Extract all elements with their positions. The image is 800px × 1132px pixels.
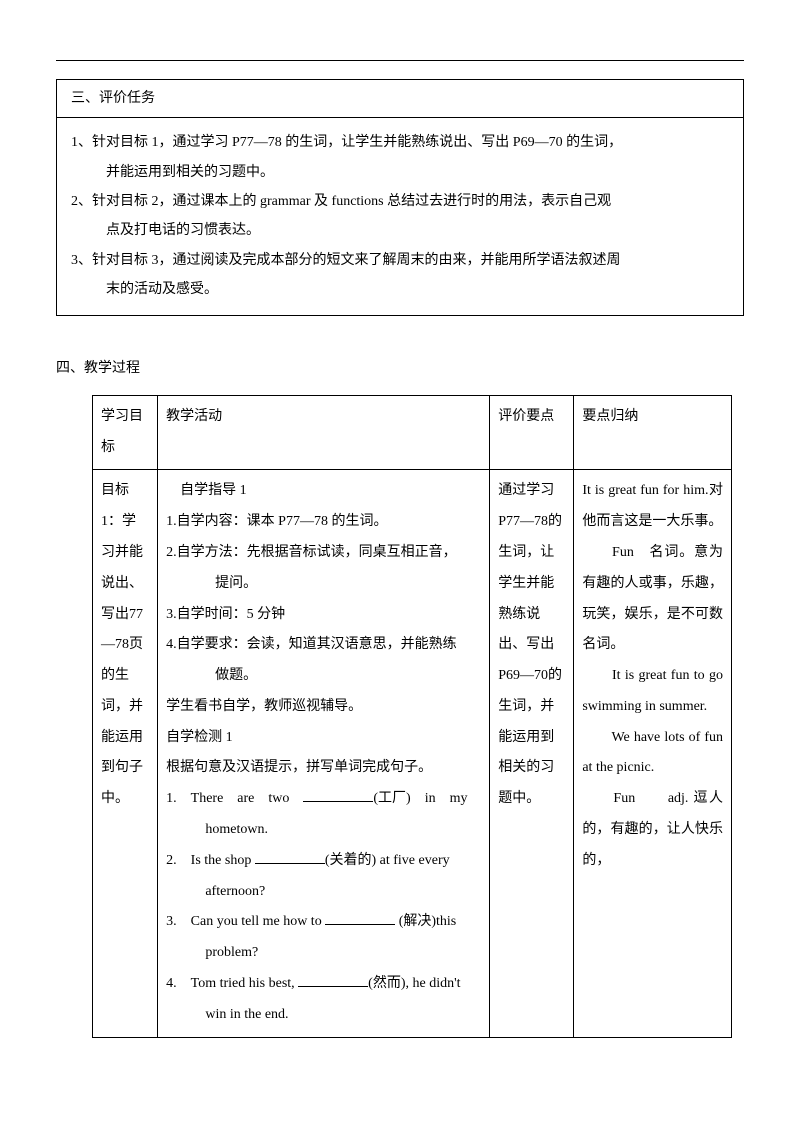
ex3-cont: problem? — [186, 938, 482, 969]
th-activity: 教学活动 — [158, 395, 490, 470]
ex4-cont: win in the end. — [186, 1000, 482, 1031]
cell-notes: It is great fun for him.对他而言这是一大乐事。 Fun … — [574, 470, 732, 1037]
document-page: { "section3": { "title": "三、评价任务", "item… — [0, 0, 800, 1078]
blank-4 — [298, 974, 368, 987]
cell-eval: 通过学习P77—78的生词，让学生并能熟练说出、写出P69—70的生词，并能运用… — [490, 470, 574, 1037]
th-eval: 评价要点 — [490, 395, 574, 470]
ex2-cont: afternoon? — [186, 877, 482, 908]
notes-p2: Fun 名词。意为有趣的人或事，乐趣，玩笑，娱乐，是不可数名词。 — [582, 538, 723, 661]
blank-2 — [255, 851, 325, 864]
activity-a2: 2.自学方法：先根据音标试读，同桌互相正音， — [166, 538, 481, 569]
blank-1 — [303, 790, 373, 803]
activity-h2: 自学检测 1 — [166, 723, 481, 754]
activity-a6: 根据句意及汉语提示，拼写单词完成句子。 — [166, 753, 481, 784]
activity-a4: 4.自学要求：会读，知道其汉语意思，并能熟练 — [166, 630, 481, 661]
ex1-post: (工厂) in my — [373, 791, 467, 806]
section-3-body: 1、针对目标 1，通过学习 P77—78 的生词，让学生并能熟练说出、写出 P6… — [56, 117, 744, 315]
activity-a3: 3.自学时间：5 分钟 — [166, 600, 481, 631]
eval-task-1-line2: 并能运用到相关的习题中。 — [71, 158, 729, 187]
notes-p4: We have lots of fun at the picnic. — [582, 723, 723, 785]
notes-p5: Fun adj. 逗人的，有趣的，让人快乐的， — [582, 784, 723, 876]
eval-task-3: 3、针对目标 3，通过阅读及完成本部分的短文来了解周末的由来，并能用所学语法叙述… — [71, 246, 729, 305]
ex2-pre: 2. Is the shop — [166, 853, 255, 868]
eval-task-2-line1: 2、针对目标 2，通过课本上的 grammar 及 functions 总结过去… — [71, 194, 611, 209]
exercise-3: 3. Can you tell me how to (解决)this probl… — [166, 907, 481, 969]
section-3-title: 三、评价任务 — [71, 91, 155, 106]
eval-task-1-line1: 1、针对目标 1，通过学习 P77—78 的生词，让学生并能熟练说出、写出 P6… — [71, 135, 622, 150]
table-row: 目标1：学习并能说出、写出77—78页的生词，并能运用到句子中。 自学指导 1 … — [93, 470, 732, 1037]
activity-a4b: 做题。 — [166, 661, 481, 692]
teaching-process-table: 学习目标 教学活动 评价要点 要点归纳 目标1：学习并能说出、写出77—78页的… — [92, 395, 732, 1038]
eval-task-3-line1: 3、针对目标 3，通过阅读及完成本部分的短文来了解周末的由来，并能用所学语法叙述… — [71, 253, 621, 268]
cell-goal: 目标1：学习并能说出、写出77—78页的生词，并能运用到句子中。 — [93, 470, 158, 1037]
activity-h1: 自学指导 1 — [166, 476, 481, 507]
notes-p1: It is great fun for him.对他而言这是一大乐事。 — [582, 476, 723, 538]
activity-a2b: 提问。 — [166, 569, 481, 600]
ex2-post: (关着的) at five every — [325, 853, 450, 868]
eval-task-2-line2: 点及打电话的习惯表达。 — [71, 216, 729, 245]
notes-p3: It is great fun to go swimming in summer… — [582, 661, 723, 723]
blank-3 — [325, 913, 395, 926]
table-header-row: 学习目标 教学活动 评价要点 要点归纳 — [93, 395, 732, 470]
ex1-pre: 1. There are two — [166, 791, 303, 806]
th-notes: 要点归纳 — [574, 395, 732, 470]
exercise-4: 4. Tom tried his best, (然而), he didn't w… — [166, 969, 481, 1031]
ex4-pre: 4. Tom tried his best, — [166, 976, 298, 991]
top-rule — [56, 60, 744, 61]
th-goal: 学习目标 — [93, 395, 158, 470]
exercise-1: 1. There are two (工厂) in my hometown. — [166, 784, 481, 846]
exercise-2: 2. Is the shop (关着的) at five every after… — [166, 846, 481, 908]
section-4-title: 四、教学过程 — [56, 356, 744, 381]
cell-activity: 自学指导 1 1.自学内容：课本 P77—78 的生词。 2.自学方法：先根据音… — [158, 470, 490, 1037]
eval-task-2: 2、针对目标 2，通过课本上的 grammar 及 functions 总结过去… — [71, 187, 729, 246]
ex4-post: (然而), he didn't — [368, 976, 460, 991]
activity-a5: 学生看书自学，教师巡视辅导。 — [166, 692, 481, 723]
eval-task-3-line2: 末的活动及感受。 — [71, 275, 729, 304]
ex3-pre: 3. Can you tell me how to — [166, 914, 325, 929]
ex1-cont: hometown. — [186, 815, 482, 846]
eval-task-1: 1、针对目标 1，通过学习 P77—78 的生词，让学生并能熟练说出、写出 P6… — [71, 128, 729, 187]
exercise-list: 1. There are two (工厂) in my hometown. 2.… — [166, 784, 481, 1030]
ex3-post: (解决)this — [395, 914, 456, 929]
activity-a1: 1.自学内容：课本 P77—78 的生词。 — [166, 507, 481, 538]
section-3-header: 三、评价任务 — [56, 79, 744, 117]
